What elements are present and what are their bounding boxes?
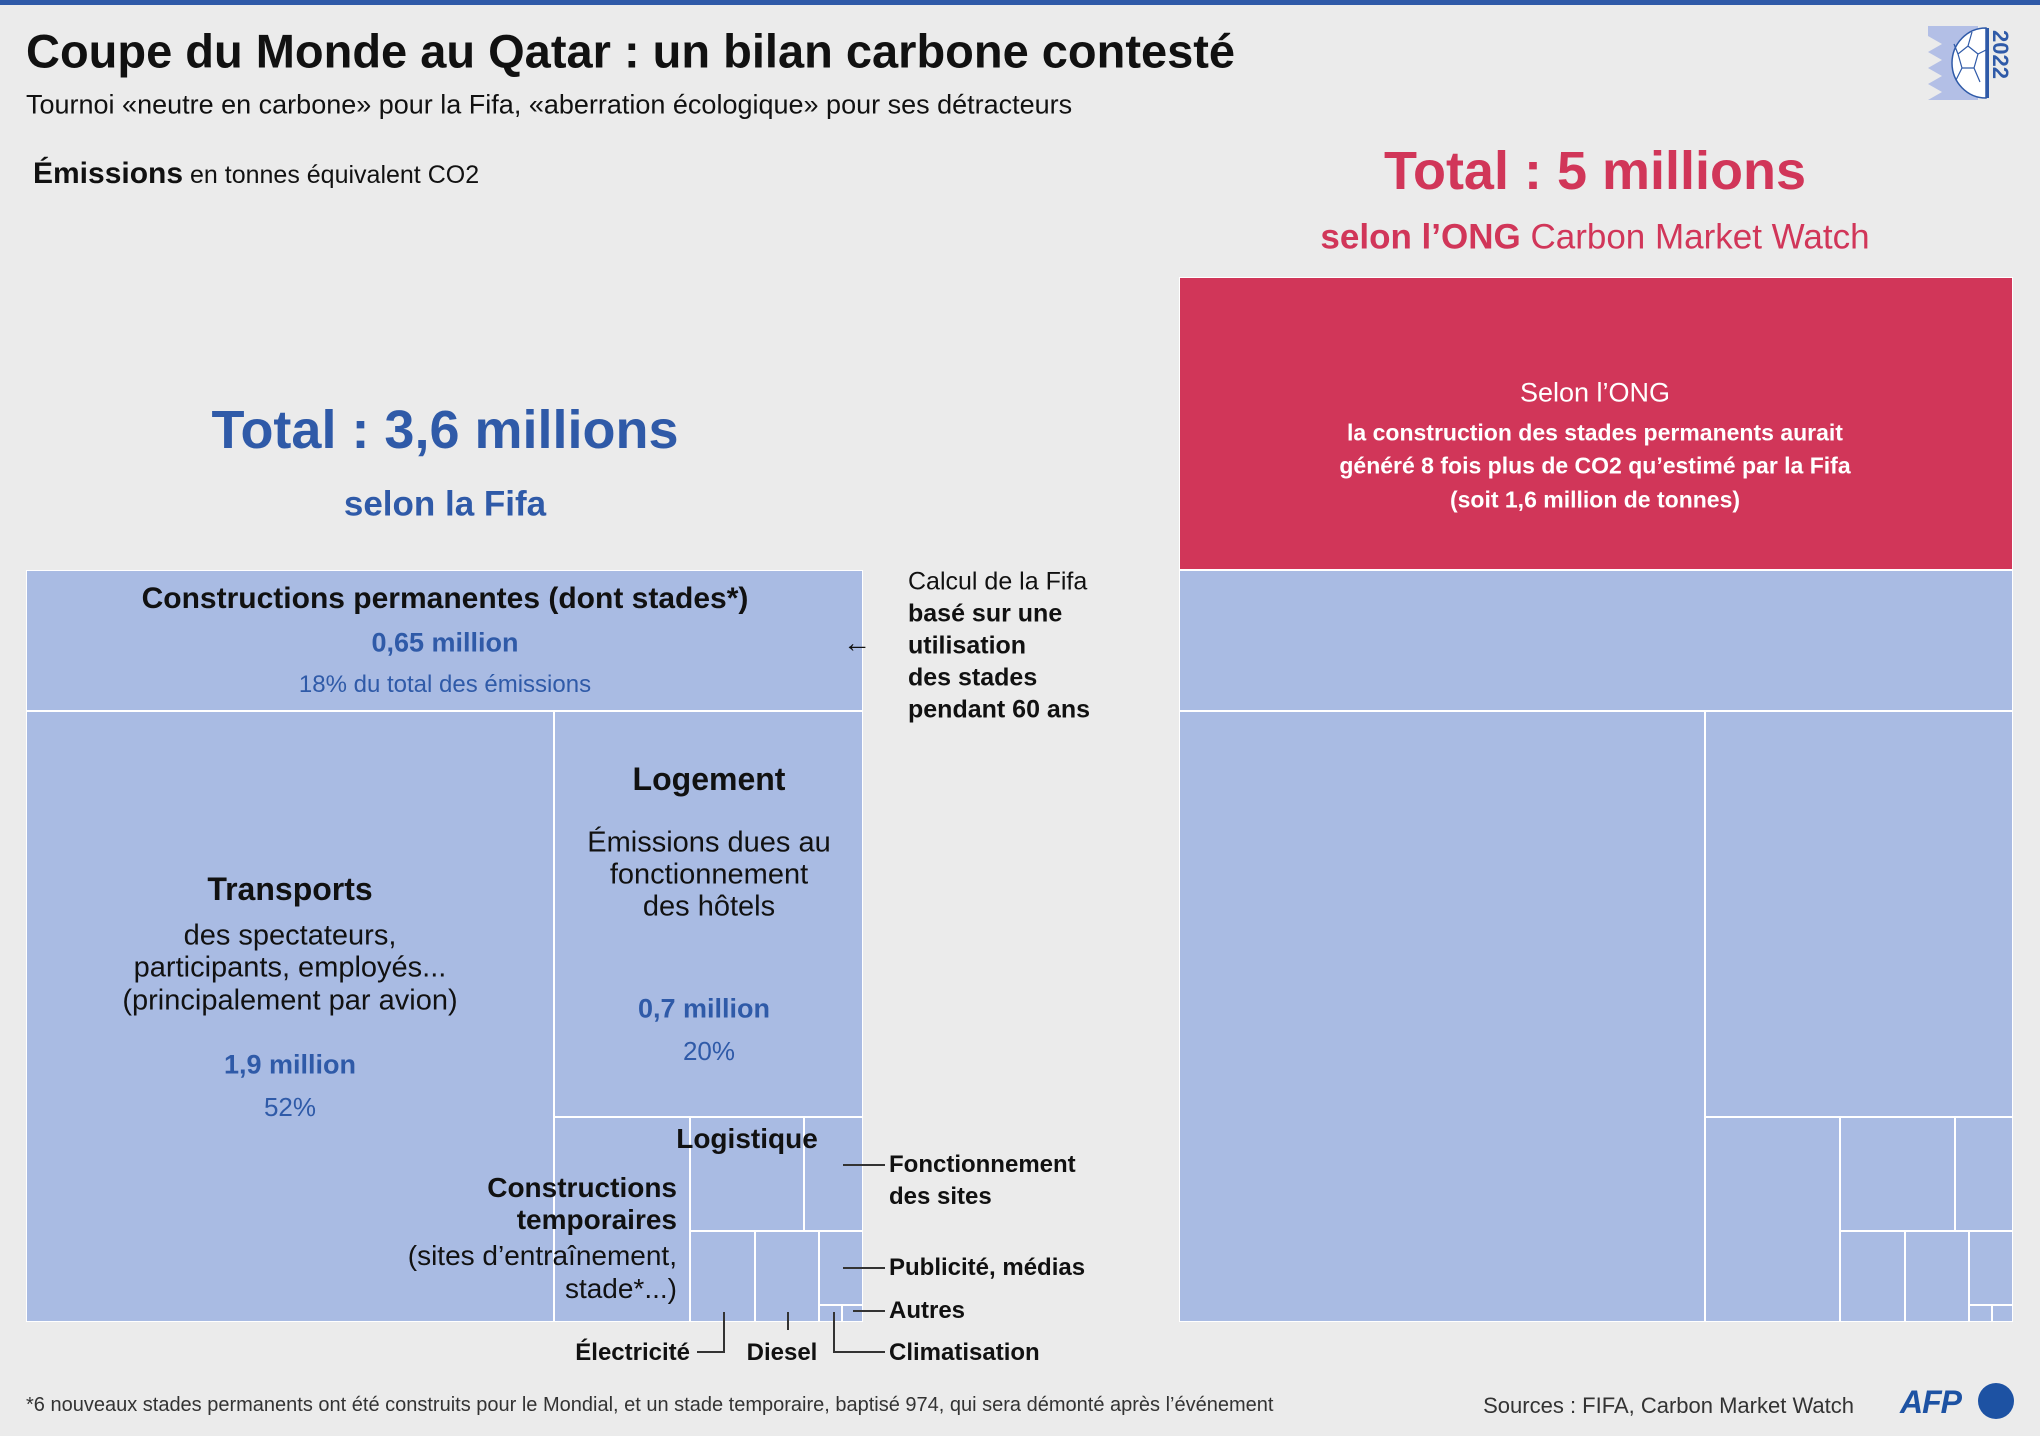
diesel-label: Diesel (746, 1339, 818, 1366)
ong-box-intro: Selon l’ONG (1519, 377, 1671, 408)
ong-total: Total : 5 millions (1383, 141, 1807, 201)
callout-line (723, 1312, 725, 1352)
callout-line (853, 1310, 885, 1312)
logement-desc: Émissions dues au (587, 826, 831, 859)
callout-line (833, 1312, 835, 1352)
fonctionnement-label: des sites (889, 1183, 992, 1210)
ong-source-bold: selon l’ONG (1320, 217, 1521, 257)
callout-line (833, 1351, 885, 1353)
fifa-note: Calcul de la Fifa (908, 567, 1088, 596)
fifa-note-bold: pendant 60 ans (908, 695, 1090, 724)
cell-publicite-medias (1968, 1231, 2013, 1306)
callout-line (843, 1164, 885, 1166)
fifa-note-bold: utilisation (908, 631, 1027, 660)
cell-fonctionnement-sites (804, 1116, 863, 1231)
cell-autres (842, 1305, 863, 1322)
transports-value: 1,9 million (223, 1049, 357, 1080)
transports-desc: des spectateurs, (183, 919, 397, 952)
cell-electricite (689, 1231, 756, 1322)
units-bold: Émissions (33, 157, 184, 190)
cell-logistique (689, 1116, 805, 1231)
logistique-label: Logistique (676, 1123, 818, 1154)
transports-desc: participants, employés... (133, 951, 447, 984)
transports-pct: 52% (263, 1092, 317, 1122)
cell-climatisation (1968, 1305, 1993, 1322)
cell-diesel (755, 1231, 819, 1322)
cell-transports (1179, 710, 1706, 1322)
sources: Sources : FIFA, Carbon Market Watch (1483, 1393, 1854, 1418)
publicite-label: Publicité, médias (889, 1254, 1086, 1281)
cell-transports (26, 710, 555, 1322)
cell-electricite (1840, 1231, 1906, 1322)
ong-source-rest: Carbon Market Watch (1530, 217, 1870, 257)
logement-desc: des hôtels (642, 890, 776, 923)
callout-line (787, 1312, 789, 1330)
units-label: Émissions en tonnes équivalent CO2 (33, 159, 479, 189)
autres-label: Autres (889, 1297, 966, 1324)
temp-desc: (sites d’entraînement, (407, 1240, 677, 1271)
fifa-note-bold: des stades (908, 663, 1038, 692)
footnote: *6 nouveaux stades permanents ont été co… (26, 1394, 1274, 1416)
cell-constructions-temporaires (1705, 1116, 1841, 1322)
cell-fonctionnement-sites (1954, 1116, 2013, 1231)
top-accent-bar (0, 0, 2040, 5)
transports-title: Transports (207, 871, 373, 907)
ong-treemap (1179, 570, 2013, 1322)
perm-title: Constructions permanentes (dont stades*) (141, 582, 749, 615)
cell-logement (554, 710, 863, 1117)
logement-pct: 20% (682, 1036, 736, 1066)
climatisation-label: Climatisation (889, 1339, 1040, 1366)
page-title: Coupe du Monde au Qatar : un bilan carbo… (26, 24, 1236, 78)
cell-logement (1705, 710, 2013, 1117)
logement-title: Logement (632, 761, 786, 797)
fifa-total: Total : 3,6 millions (211, 400, 679, 460)
afp-logo: AFP (1900, 1382, 2016, 1422)
ong-extra-stadiums-box (1179, 277, 2013, 570)
fonctionnement-label: Fonctionnement (889, 1151, 1076, 1178)
afp-logo-text: AFP (1900, 1384, 1962, 1420)
world-cup-2022-logo: 2022 (1928, 26, 2014, 100)
fifa-note-bold: basé sur une (908, 599, 1063, 628)
temp-desc: stade*...) (564, 1273, 677, 1304)
page-subtitle: Tournoi «neutre en carbone» pour la Fifa… (26, 89, 1073, 120)
perm-value: 0,65 million (371, 627, 519, 658)
afp-logo-dot (1978, 1383, 2014, 1419)
cell-constructions-temporaires (554, 1116, 690, 1322)
cell-constructions-permanentes (1179, 570, 2013, 711)
logo-year: 2022 (1988, 30, 2013, 79)
cell-climatisation (818, 1305, 843, 1322)
fifa-treemap (26, 570, 863, 1322)
logement-value: 0,7 million (637, 993, 771, 1024)
temp-title: temporaires (516, 1204, 677, 1235)
cell-logistique (1840, 1116, 1955, 1231)
logement-desc: fonctionnement (609, 858, 809, 891)
cell-autres (1992, 1305, 2013, 1322)
callout-line (697, 1351, 725, 1353)
ong-source: selon l’ONG Carbon Market Watch (1320, 220, 1869, 255)
cell-diesel (1905, 1231, 1969, 1322)
transports-desc: (principalement par avion) (122, 984, 458, 1017)
ong-box-line: la construction des stades permanents au… (1347, 419, 1843, 446)
fifa-source: selon la Fifa (343, 484, 547, 524)
ong-box-line: (soit 1,6 million de tonnes) (1449, 486, 1741, 513)
arrow-left-icon: ← (843, 627, 871, 658)
electricite-label: Électricité (575, 1339, 690, 1366)
perm-pct: 18% du total des émissions (298, 671, 592, 698)
cell-constructions-permanentes (26, 570, 863, 711)
temp-title: Constructions (487, 1172, 677, 1203)
callout-line (843, 1267, 885, 1269)
ong-box-line: généré 8 fois plus de CO2 qu’estimé par … (1339, 452, 1851, 479)
units-rest: en tonnes équivalent CO2 (190, 161, 480, 189)
